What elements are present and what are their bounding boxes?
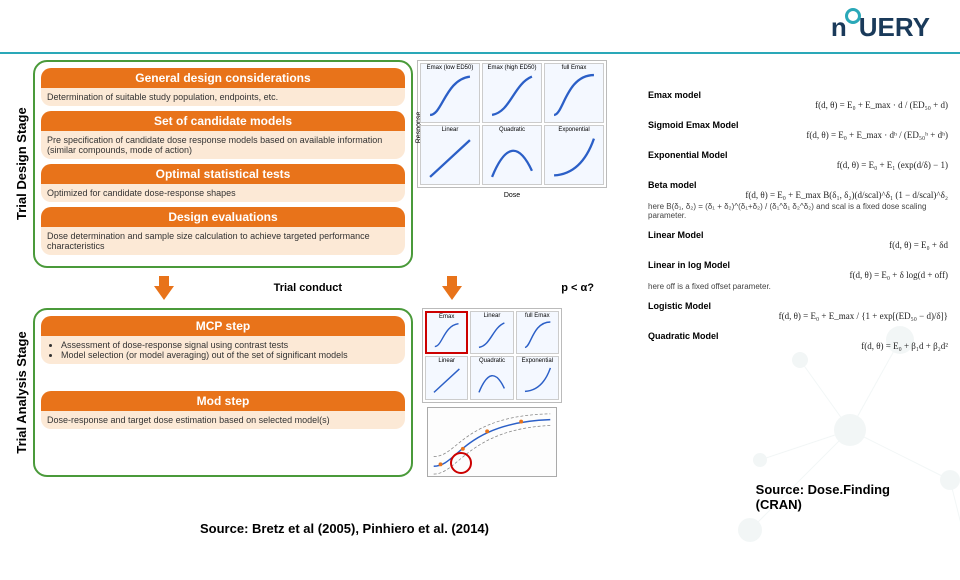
analysis-stage-block: MCP step Assessment of dose-response sig…: [33, 308, 413, 477]
model-linlog: Linear in log Model f(d, θ) = E₀ + δ log…: [648, 260, 948, 291]
chart-exponential: Exponential: [544, 125, 604, 185]
step-general-head: General design considerations: [41, 68, 405, 88]
selected-chart-full: full Emax: [516, 311, 559, 354]
trial-conduct-row: Trial conduct p < α?: [14, 274, 634, 302]
source-right-citation: Source: Dose.Finding (CRAN): [756, 482, 890, 512]
step-eval-body: Dose determination and sample size calcu…: [41, 227, 405, 255]
step-tests-body: Optimized for candidate dose-response sh…: [41, 184, 405, 202]
step-tests-head: Optimal statistical tests: [41, 164, 405, 184]
selected-chart-emax: Emax: [425, 311, 468, 354]
candidate-chart-grid: Emax (low ED50) Emax (high ED50) full Em…: [417, 60, 607, 188]
mcp-step-body: Assessment of dose-response signal using…: [41, 336, 405, 364]
selected-chart-linear: Linear: [470, 311, 513, 354]
target-dose-marker-icon: [450, 452, 472, 474]
chart-emax-high: Emax (high ED50): [482, 63, 542, 123]
mod-step-head: Mod step: [41, 391, 405, 411]
selected-chart-quad: Quadratic: [470, 356, 513, 399]
analysis-charts-panel: Emax Linear full Emax Linear Quadratic E…: [417, 308, 567, 477]
step-eval-head: Design evaluations: [41, 207, 405, 227]
step-candidate-body: Pre specification of candidate dose resp…: [41, 131, 405, 159]
model-quadratic: Quadratic Model f(d, θ) = E₀ + β₁d + β₂d…: [648, 331, 948, 351]
mcp-step-head: MCP step: [41, 316, 405, 336]
design-stage-label: Trial Design Stage: [14, 60, 29, 268]
selected-chart-grid: Emax Linear full Emax Linear Quadratic E…: [422, 308, 562, 403]
chart-quadratic: Quadratic: [482, 125, 542, 185]
mcp-bullet-2: Model selection (or model averaging) out…: [61, 350, 399, 360]
step-candidate-head: Set of candidate models: [41, 111, 405, 131]
source-left-citation: Source: Bretz et al (2005), Pinhiero et …: [200, 521, 489, 536]
arrow-down-icon: [442, 276, 462, 300]
arrow-down-icon: [154, 276, 174, 300]
design-stage-block: General design considerations Determinat…: [33, 60, 413, 268]
chart-xlabel: Dose: [417, 192, 607, 199]
p-alpha-label: p < α?: [561, 282, 594, 294]
chart-emax-low: Emax (low ED50): [420, 63, 480, 123]
model-logistic: Logistic Model f(d, θ) = E₀ + E_max / {1…: [648, 301, 948, 321]
chart-full-emax: full Emax: [544, 63, 604, 123]
logo-dot-icon: [845, 8, 861, 24]
selected-chart-exp: Exponential: [516, 356, 559, 399]
model-emax: Emax model f(d, θ) = E₀ + E_max · d / (E…: [648, 90, 948, 110]
trial-conduct-label: Trial conduct: [274, 282, 342, 294]
models-list: Emax model f(d, θ) = E₀ + E_max · d / (E…: [648, 90, 948, 361]
model-exponential: Exponential Model f(d, θ) = E₀ + E₁ (exp…: [648, 150, 948, 170]
model-sigmoid-emax: Sigmoid Emax Model f(d, θ) = E₀ + E_max …: [648, 120, 948, 140]
mod-fit-plot: [427, 407, 557, 477]
selected-chart-lin2: Linear: [425, 356, 468, 399]
candidate-charts-panel: Response Emax (low ED50) Emax (high ED50…: [417, 60, 607, 268]
step-general-body: Determination of suitable study populati…: [41, 88, 405, 106]
model-linear: Linear Model f(d, θ) = E₀ + δd: [648, 230, 948, 250]
logo-uery: UERY: [859, 12, 930, 43]
analysis-stage-label: Trial Analysis Stage: [14, 308, 29, 477]
mcp-bullet-1: Assessment of dose-response signal using…: [61, 340, 399, 350]
workflow-diagram: Trial Design Stage General design consid…: [14, 60, 634, 477]
header-bar: n UERY: [0, 12, 960, 54]
mod-step-body: Dose-response and target dose estimation…: [41, 411, 405, 429]
chart-linear: Linear: [420, 125, 480, 185]
model-beta: Beta model f(d, θ) = E₀ + E_max B(δ₁, δ₂…: [648, 180, 948, 220]
nquery-logo: n UERY: [831, 12, 930, 43]
